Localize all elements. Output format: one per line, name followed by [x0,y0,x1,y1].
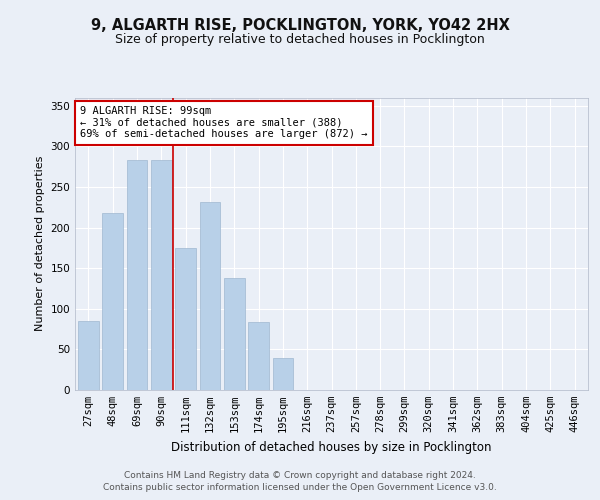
Text: Size of property relative to detached houses in Pocklington: Size of property relative to detached ho… [115,32,485,46]
Bar [127,160,148,390]
Text: Contains HM Land Registry data © Crown copyright and database right 2024.
Contai: Contains HM Land Registry data © Crown c… [103,471,497,492]
X-axis label: Distribution of detached houses by size in Pocklington: Distribution of detached houses by size … [171,440,492,454]
Bar [151,160,172,390]
Bar [78,321,99,390]
Text: 9 ALGARTH RISE: 99sqm
← 31% of detached houses are smaller (388)
69% of semi-det: 9 ALGARTH RISE: 99sqm ← 31% of detached … [80,106,368,140]
Bar [200,202,220,390]
Text: 9, ALGARTH RISE, POCKLINGTON, YORK, YO42 2HX: 9, ALGARTH RISE, POCKLINGTON, YORK, YO42… [91,18,509,32]
Y-axis label: Number of detached properties: Number of detached properties [35,156,45,332]
Bar [103,213,123,390]
Bar [224,278,245,390]
Bar [248,322,269,390]
Bar [272,358,293,390]
Bar [175,248,196,390]
